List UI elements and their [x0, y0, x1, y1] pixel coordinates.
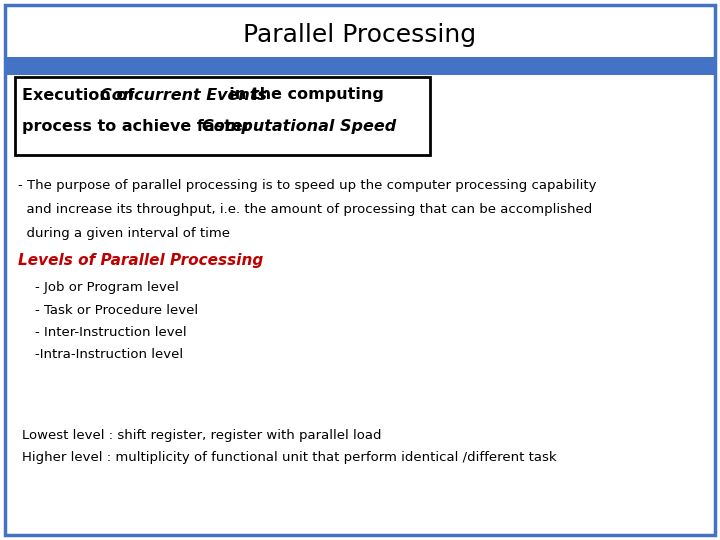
Text: in the computing: in the computing — [218, 87, 384, 103]
Text: Concurrent Events: Concurrent Events — [100, 87, 267, 103]
FancyBboxPatch shape — [5, 5, 715, 535]
Text: -Intra-Instruction level: -Intra-Instruction level — [18, 348, 183, 361]
Text: during a given interval of time: during a given interval of time — [18, 226, 230, 240]
Text: process to achieve faster: process to achieve faster — [22, 119, 256, 134]
Text: - The purpose of parallel processing is to speed up the computer processing capa: - The purpose of parallel processing is … — [18, 179, 596, 192]
FancyBboxPatch shape — [5, 57, 715, 75]
Text: - Task or Procedure level: - Task or Procedure level — [18, 303, 198, 316]
Text: - Inter-Instruction level: - Inter-Instruction level — [18, 326, 186, 339]
Text: Computational Speed: Computational Speed — [202, 119, 396, 134]
Text: Levels of Parallel Processing: Levels of Parallel Processing — [18, 253, 264, 267]
Text: Parallel Processing: Parallel Processing — [243, 23, 477, 47]
Text: Higher level : multiplicity of functional unit that perform identical /different: Higher level : multiplicity of functiona… — [22, 451, 557, 464]
Text: Execution of: Execution of — [22, 87, 140, 103]
Text: and increase its throughput, i.e. the amount of processing that can be accomplis: and increase its throughput, i.e. the am… — [18, 202, 593, 215]
FancyBboxPatch shape — [15, 77, 430, 155]
Text: - Job or Program level: - Job or Program level — [18, 281, 179, 294]
Text: Lowest level : shift register, register with parallel load: Lowest level : shift register, register … — [22, 429, 382, 442]
